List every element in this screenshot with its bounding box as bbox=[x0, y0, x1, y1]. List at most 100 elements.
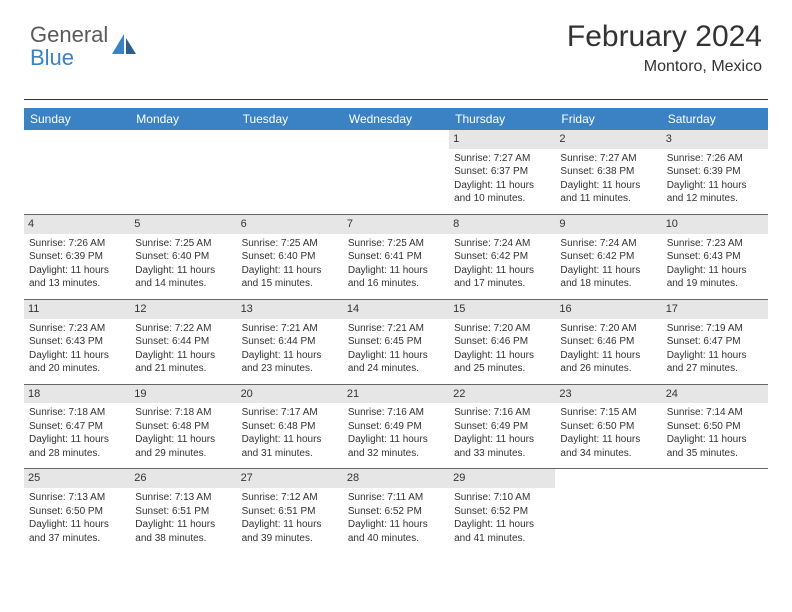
day-number: 15 bbox=[449, 300, 555, 319]
day-number: 3 bbox=[662, 130, 768, 149]
day-info: Sunrise: 7:25 AMSunset: 6:41 PMDaylight:… bbox=[348, 237, 444, 291]
day-info: Sunrise: 7:10 AMSunset: 6:52 PMDaylight:… bbox=[454, 491, 550, 545]
calendar-cell: 25 Sunrise: 7:13 AMSunset: 6:50 PMDayligh… bbox=[24, 469, 130, 553]
day-number: 5 bbox=[130, 215, 236, 234]
day-info: Sunrise: 7:11 AMSunset: 6:52 PMDaylight:… bbox=[348, 491, 444, 545]
day-number: 16 bbox=[555, 300, 661, 319]
day-number: 23 bbox=[555, 385, 661, 404]
calendar-cell: 7 Sunrise: 7:25 AMSunset: 6:41 PMDaylight… bbox=[343, 214, 449, 299]
day-info: Sunrise: 7:23 AMSunset: 6:43 PMDaylight:… bbox=[667, 237, 763, 291]
day-info: Sunrise: 7:14 AMSunset: 6:50 PMDaylight:… bbox=[667, 406, 763, 460]
day-info: Sunrise: 7:18 AMSunset: 6:47 PMDaylight:… bbox=[29, 406, 125, 460]
calendar-cell: 28 Sunrise: 7:11 AMSunset: 6:52 PMDayligh… bbox=[343, 469, 449, 553]
day-header: Thursday bbox=[449, 108, 555, 130]
calendar-cell: 9 Sunrise: 7:24 AMSunset: 6:42 PMDaylight… bbox=[555, 214, 661, 299]
calendar-cell: 5 Sunrise: 7:25 AMSunset: 6:40 PMDaylight… bbox=[130, 214, 236, 299]
calendar-cell: 11 Sunrise: 7:23 AMSunset: 6:43 PMDayligh… bbox=[24, 299, 130, 384]
day-number: 6 bbox=[237, 215, 343, 234]
day-info: Sunrise: 7:17 AMSunset: 6:48 PMDaylight:… bbox=[242, 406, 338, 460]
calendar-cell: 29 Sunrise: 7:10 AMSunset: 6:52 PMDayligh… bbox=[449, 469, 555, 553]
calendar-cell-empty bbox=[237, 130, 343, 214]
calendar-cell: 22Sunrise: 7:16 AMSunset: 6:49 PMDayligh… bbox=[449, 384, 555, 469]
calendar-cell: 16 Sunrise: 7:20 AMSunset: 6:46 PMDayligh… bbox=[555, 299, 661, 384]
day-info: Sunrise: 7:24 AMSunset: 6:42 PMDaylight:… bbox=[560, 237, 656, 291]
day-number: 17 bbox=[662, 300, 768, 319]
calendar-cell: 8 Sunrise: 7:24 AMSunset: 6:42 PMDaylight… bbox=[449, 214, 555, 299]
calendar-cell: 15 Sunrise: 7:20 AMSunset: 6:46 PMDayligh… bbox=[449, 299, 555, 384]
divider bbox=[24, 99, 768, 100]
calendar-row: 4 Sunrise: 7:26 AMSunset: 6:39 PMDaylight… bbox=[24, 214, 768, 299]
day-header: Monday bbox=[130, 108, 236, 130]
logo-text-general: General bbox=[30, 22, 108, 47]
day-header: Saturday bbox=[662, 108, 768, 130]
day-header-row: SundayMondayTuesdayWednesdayThursdayFrid… bbox=[24, 108, 768, 130]
calendar-row: 1Sunrise: 7:27 AMSunset: 6:37 PMDaylight… bbox=[24, 130, 768, 214]
day-info: Sunrise: 7:25 AMSunset: 6:40 PMDaylight:… bbox=[242, 237, 338, 291]
header: February 2024 Montoro, Mexico bbox=[567, 20, 762, 76]
day-header: Sunday bbox=[24, 108, 130, 130]
day-info: Sunrise: 7:27 AMSunset: 6:37 PMDaylight:… bbox=[454, 152, 550, 206]
day-header: Tuesday bbox=[237, 108, 343, 130]
day-number: 24 bbox=[662, 385, 768, 404]
day-number: 12 bbox=[130, 300, 236, 319]
day-number: 28 bbox=[343, 469, 449, 488]
day-number: 29 bbox=[449, 469, 555, 488]
calendar-cell: 23Sunrise: 7:15 AMSunset: 6:50 PMDayligh… bbox=[555, 384, 661, 469]
day-info: Sunrise: 7:18 AMSunset: 6:48 PMDaylight:… bbox=[135, 406, 231, 460]
day-number: 20 bbox=[237, 385, 343, 404]
calendar-cell-empty bbox=[662, 469, 768, 553]
calendar-table: SundayMondayTuesdayWednesdayThursdayFrid… bbox=[24, 108, 768, 553]
calendar-cell: 24 Sunrise: 7:14 AMSunset: 6:50 PMDayligh… bbox=[662, 384, 768, 469]
day-info: Sunrise: 7:21 AMSunset: 6:45 PMDaylight:… bbox=[348, 322, 444, 376]
calendar-cell: 10Sunrise: 7:23 AMSunset: 6:43 PMDayligh… bbox=[662, 214, 768, 299]
day-info: Sunrise: 7:24 AMSunset: 6:42 PMDaylight:… bbox=[454, 237, 550, 291]
calendar-cell: 21Sunrise: 7:16 AMSunset: 6:49 PMDayligh… bbox=[343, 384, 449, 469]
day-number: 8 bbox=[449, 215, 555, 234]
day-info: Sunrise: 7:27 AMSunset: 6:38 PMDaylight:… bbox=[560, 152, 656, 206]
day-info: Sunrise: 7:13 AMSunset: 6:50 PMDaylight:… bbox=[29, 491, 125, 545]
day-info: Sunrise: 7:25 AMSunset: 6:40 PMDaylight:… bbox=[135, 237, 231, 291]
day-info: Sunrise: 7:12 AMSunset: 6:51 PMDaylight:… bbox=[242, 491, 338, 545]
day-number: 18 bbox=[24, 385, 130, 404]
calendar-cell: 13Sunrise: 7:21 AMSunset: 6:44 PMDayligh… bbox=[237, 299, 343, 384]
day-number: 2 bbox=[555, 130, 661, 149]
calendar-cell-empty bbox=[555, 469, 661, 553]
page-title: February 2024 bbox=[567, 20, 762, 54]
day-number: 7 bbox=[343, 215, 449, 234]
day-header: Wednesday bbox=[343, 108, 449, 130]
calendar-cell: 18 Sunrise: 7:18 AMSunset: 6:47 PMDayligh… bbox=[24, 384, 130, 469]
day-number: 27 bbox=[237, 469, 343, 488]
day-number: 4 bbox=[24, 215, 130, 234]
day-number: 9 bbox=[555, 215, 661, 234]
day-number: 19 bbox=[130, 385, 236, 404]
logo-sail-icon bbox=[110, 32, 138, 63]
day-info: Sunrise: 7:19 AMSunset: 6:47 PMDaylight:… bbox=[667, 322, 763, 376]
day-number: 14 bbox=[343, 300, 449, 319]
day-header: Friday bbox=[555, 108, 661, 130]
logo-text-blue: Blue bbox=[30, 45, 74, 70]
calendar-cell: 27 Sunrise: 7:12 AMSunset: 6:51 PMDayligh… bbox=[237, 469, 343, 553]
day-number: 25 bbox=[24, 469, 130, 488]
calendar-cell: 1Sunrise: 7:27 AMSunset: 6:37 PMDaylight… bbox=[449, 130, 555, 214]
day-info: Sunrise: 7:16 AMSunset: 6:49 PMDaylight:… bbox=[454, 406, 550, 460]
calendar-cell: 3 Sunrise: 7:26 AMSunset: 6:39 PMDaylight… bbox=[662, 130, 768, 214]
day-number: 13 bbox=[237, 300, 343, 319]
calendar-cell-empty bbox=[24, 130, 130, 214]
calendar-row: 18 Sunrise: 7:18 AMSunset: 6:47 PMDayligh… bbox=[24, 384, 768, 469]
day-info: Sunrise: 7:20 AMSunset: 6:46 PMDaylight:… bbox=[454, 322, 550, 376]
day-info: Sunrise: 7:22 AMSunset: 6:44 PMDaylight:… bbox=[135, 322, 231, 376]
day-info: Sunrise: 7:20 AMSunset: 6:46 PMDaylight:… bbox=[560, 322, 656, 376]
calendar-cell: 4 Sunrise: 7:26 AMSunset: 6:39 PMDaylight… bbox=[24, 214, 130, 299]
day-info: Sunrise: 7:16 AMSunset: 6:49 PMDaylight:… bbox=[348, 406, 444, 460]
day-info: Sunrise: 7:26 AMSunset: 6:39 PMDaylight:… bbox=[29, 237, 125, 291]
day-number: 11 bbox=[24, 300, 130, 319]
day-number: 26 bbox=[130, 469, 236, 488]
calendar-cell: 6 Sunrise: 7:25 AMSunset: 6:40 PMDaylight… bbox=[237, 214, 343, 299]
calendar-cell-empty bbox=[343, 130, 449, 214]
day-info: Sunrise: 7:23 AMSunset: 6:43 PMDaylight:… bbox=[29, 322, 125, 376]
day-info: Sunrise: 7:26 AMSunset: 6:39 PMDaylight:… bbox=[667, 152, 763, 206]
calendar-cell: 12 Sunrise: 7:22 AMSunset: 6:44 PMDayligh… bbox=[130, 299, 236, 384]
calendar-cell: 17 Sunrise: 7:19 AMSunset: 6:47 PMDayligh… bbox=[662, 299, 768, 384]
calendar-cell: 2 Sunrise: 7:27 AMSunset: 6:38 PMDaylight… bbox=[555, 130, 661, 214]
calendar-cell: 26Sunrise: 7:13 AMSunset: 6:51 PMDayligh… bbox=[130, 469, 236, 553]
